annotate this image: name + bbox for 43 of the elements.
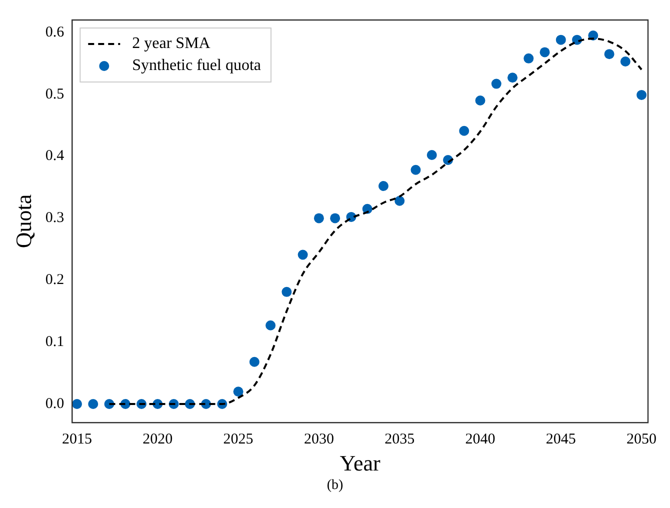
point: [266, 320, 276, 330]
point: [72, 399, 82, 410]
x-tick-label: 2040: [465, 432, 496, 448]
point: [378, 180, 388, 191]
point: [298, 250, 308, 260]
point: [249, 356, 260, 367]
point: [508, 72, 518, 83]
point: [233, 386, 244, 397]
x-tick-label: 2025: [223, 432, 254, 448]
legend-label: 2 year SMA: [132, 35, 211, 52]
point: [330, 213, 340, 224]
point: [636, 90, 647, 100]
y-tick-label: 0.5: [45, 86, 64, 102]
x-tick-label: 2050: [626, 432, 657, 448]
y-tick-label: 0.0: [45, 396, 64, 412]
x-tick-label: 2030: [304, 432, 334, 448]
x-axis-title: Year: [340, 450, 382, 476]
point: [282, 286, 292, 297]
y-tick-label: 0.4: [45, 148, 65, 164]
point: [459, 126, 470, 136]
point: [410, 164, 421, 175]
x-tick-label: 2015: [62, 432, 92, 448]
point: [426, 150, 437, 160]
point: [524, 53, 534, 64]
y-tick-label: 0.3: [45, 210, 64, 226]
point: [556, 34, 566, 45]
point: [314, 213, 324, 224]
point: [475, 96, 486, 106]
x-tick-label: 2045: [546, 432, 576, 448]
y-axis-title: Quota: [10, 194, 36, 248]
legend-label: Synthetic fuel quota: [132, 57, 262, 74]
point: [88, 399, 98, 410]
x-tick-label: 2020: [142, 432, 173, 448]
point: [394, 196, 405, 206]
point: [540, 47, 550, 58]
point: [604, 49, 614, 60]
point: [491, 78, 502, 89]
y-tick-label: 0.6: [45, 24, 65, 40]
point: [620, 56, 630, 66]
y-tick-label: 0.1: [45, 334, 64, 350]
x-tick-label: 2035: [384, 432, 415, 448]
y-tick-label: 0.2: [45, 272, 64, 288]
text: (b): [326, 478, 344, 494]
